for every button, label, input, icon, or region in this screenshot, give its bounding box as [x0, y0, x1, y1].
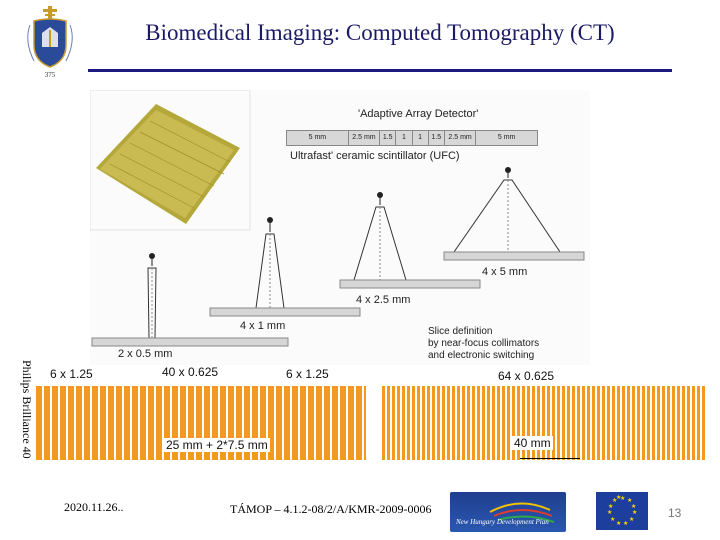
svg-text:★: ★: [620, 495, 625, 502]
slice-definition-line: and electronic switching: [428, 350, 535, 361]
coverage-left: 25 mm + 2*7.5 mm: [164, 438, 270, 452]
scintillator-label: Ultrafast' ceramic scintillator (UFC): [290, 150, 460, 162]
detector-cell: 1: [413, 131, 429, 145]
beam-cone-1: [91, 253, 289, 347]
beam-label-2: 4 x 1 mm: [240, 320, 286, 332]
svg-text:★: ★: [616, 520, 621, 527]
detector-cell: 1: [396, 131, 413, 145]
slice-definition-note: Slice definition by near-focus collimato…: [428, 326, 539, 362]
detector-figure: 'Adaptive Array Detector' 5 mm 2.5 mm 1.…: [89, 89, 590, 365]
detector-cell: 2.5 mm: [349, 131, 381, 145]
slice-label-right-inner: 64 x 0.625: [498, 369, 555, 383]
slide-title: Biomedical Imaging: Computed Tomography …: [145, 20, 615, 45]
beam-label-4: 4 x 5 mm: [482, 266, 528, 278]
title-underline: [88, 69, 672, 72]
svg-text:★: ★: [608, 503, 613, 510]
beam-label-1: 2 x 0.5 mm: [118, 348, 173, 360]
slice-definition-line: Slice definition: [428, 326, 493, 337]
beam-label-3: 4 x 2.5 mm: [356, 294, 411, 306]
svg-text:★: ★: [623, 520, 628, 527]
detector-cell: 5 mm: [497, 134, 516, 141]
svg-text:★: ★: [612, 497, 617, 504]
svg-text:★: ★: [632, 509, 637, 516]
coverage-right-underline: [520, 458, 580, 459]
detector-cell: 2.5 mm: [445, 131, 477, 145]
scanner-model-label: Philips Brilliance 40: [20, 360, 34, 459]
svg-text:★: ★: [607, 509, 612, 516]
detector-label: 'Adaptive Array Detector': [358, 108, 479, 120]
eu-flag-logo: ★ ★ ★ ★ ★ ★ ★ ★ ★ ★ ★ ★: [596, 492, 648, 530]
logo-caption: 375: [44, 71, 56, 79]
detector-cell: 5 mm: [287, 131, 349, 145]
slice-label-right-outer: 6 x 1.25: [286, 367, 329, 381]
svg-text:★: ★: [629, 516, 634, 523]
svg-text:★: ★: [627, 497, 632, 504]
new-hungary-development-plan-logo: New Hungary Development Plan: [450, 492, 566, 532]
coverage-right: 40 mm: [512, 436, 553, 450]
slice-label-left-outer: 6 x 1.25: [50, 367, 93, 381]
beam-cone-3: [339, 192, 481, 289]
footer-date: 2020.11.26..: [64, 500, 124, 514]
detector-cell: 1.5: [429, 131, 445, 145]
footer-project: TÁMOP – 4.1.2-08/2/A/KMR-2009-0006: [230, 502, 432, 516]
university-crest-logo: 375: [22, 5, 78, 83]
page-number: 13: [668, 506, 682, 520]
detector-cell-bar: 5 mm 2.5 mm 1.5 1 1 1.5 2.5 mm 5 mm: [286, 130, 538, 146]
beam-cone-4: [443, 167, 585, 261]
beam-cone-2: [209, 217, 361, 317]
detector-cell: 1.5: [380, 131, 397, 145]
svg-text:★: ★: [616, 494, 621, 501]
svg-text:★: ★: [610, 516, 615, 523]
slice-label-left-inner: 40 x 0.625: [162, 365, 219, 379]
plan-line-2: New Hungary Development Plan: [456, 518, 549, 526]
slice-definition-line: by near-focus collimators: [428, 338, 540, 349]
svg-text:★: ★: [631, 503, 636, 510]
